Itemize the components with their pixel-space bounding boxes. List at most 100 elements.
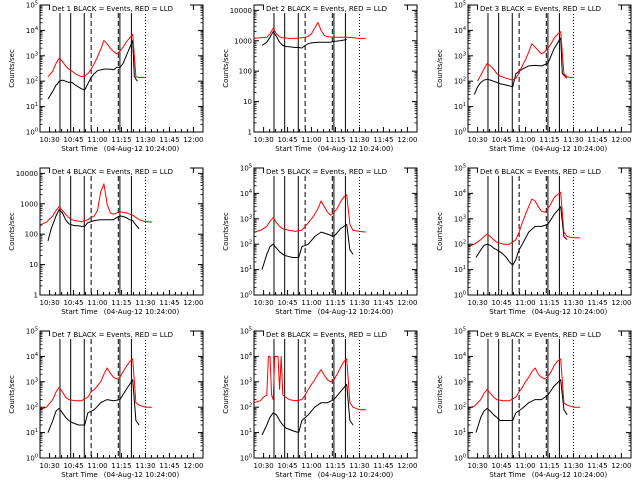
x-tick-label: 11:45 xyxy=(159,462,179,470)
y-tick-label: 1 xyxy=(248,129,252,137)
x-tick-label: 10:30 xyxy=(253,136,273,144)
panel-title: Det 5 BLACK = Events, RED = LLD xyxy=(266,168,387,176)
y-tick-label: 1000 xyxy=(20,200,38,208)
y-axis-label: Counts/sec xyxy=(222,375,230,414)
y-tick-label: 104 xyxy=(26,352,38,361)
y-tick-label: 100 xyxy=(26,128,38,137)
events-series-line xyxy=(47,40,138,100)
lld-series-line xyxy=(253,355,366,411)
x-tick-label: 11:00 xyxy=(87,136,107,144)
y-tick-label: 100 xyxy=(454,454,466,463)
y-tick-label: 100 xyxy=(239,68,252,76)
y-tick-label: 105 xyxy=(240,327,252,336)
x-tick-label: 10:30 xyxy=(467,299,487,307)
y-tick-label: 100 xyxy=(25,231,38,239)
events-series-line xyxy=(475,206,568,266)
y-tick-label: 103 xyxy=(240,214,252,223)
y-tick-label: 102 xyxy=(454,403,466,412)
y-tick-label: 102 xyxy=(454,240,466,249)
plot-frame xyxy=(39,4,204,133)
x-axis-label: Start Time xyxy=(275,145,311,153)
y-tick-label: 104 xyxy=(454,189,466,198)
panel-title: Det 3 BLACK = Events, RED = LLD xyxy=(480,5,601,13)
lld-series-line xyxy=(39,358,152,411)
lld-series-line xyxy=(47,33,146,78)
detector-panel-5: 10:30 10:45 11:00 11:15 11:30 11:45 12:00 100 10… xyxy=(222,164,418,317)
events-series-line xyxy=(261,383,354,436)
y-axis-label: Counts/sec xyxy=(222,49,230,88)
y-tick-label: 102 xyxy=(454,77,466,86)
x-tick-label: 11:15 xyxy=(111,462,131,470)
panel-title: Det 7 BLACK = Events, RED = LLD xyxy=(52,331,173,339)
lld-series-line xyxy=(253,22,366,39)
plot-frame xyxy=(39,167,204,296)
x-tick-label: 11:15 xyxy=(325,462,345,470)
y-tick-label: 105 xyxy=(454,327,466,336)
x-tick-label: 11:45 xyxy=(159,136,179,144)
x-axis-label: Start Time xyxy=(61,145,97,153)
x-axis-label: Start Time xyxy=(61,308,97,316)
panel-title: Det 4 BLACK = Events, RED = LLD xyxy=(52,168,173,176)
x-tick-label: 11:30 xyxy=(563,462,583,470)
y-tick-label: 100 xyxy=(26,454,38,463)
y-tick-label: 100 xyxy=(240,291,252,300)
plot-frame xyxy=(467,167,632,296)
events-series-line xyxy=(261,31,347,49)
events-series-line xyxy=(47,209,140,242)
x-tick-label: 11:15 xyxy=(111,299,131,307)
title-backdrop xyxy=(50,167,190,176)
y-tick-label: 104 xyxy=(26,26,38,35)
x-axis-start-time: (04-Aug-12 10:24:00) xyxy=(318,471,394,479)
x-axis-start-time: (04-Aug-12 10:24:00) xyxy=(532,471,608,479)
y-tick-label: 102 xyxy=(26,77,38,86)
detector-panel-2: 10:30 10:45 11:00 11:15 11:30 11:45 12:00 1 10 10… xyxy=(222,4,418,153)
y-tick-label: 104 xyxy=(240,189,252,198)
y-tick-label: 105 xyxy=(26,327,38,336)
y-tick-label: 103 xyxy=(454,51,466,60)
y-tick-label: 105 xyxy=(240,164,252,173)
y-tick-label: 102 xyxy=(26,403,38,412)
detector-panel-4: 10:30 10:45 11:00 11:15 11:30 11:45 12:00 1 10 10… xyxy=(8,167,204,316)
x-tick-label: 11:30 xyxy=(349,462,369,470)
x-axis-label: Start Time xyxy=(61,471,97,479)
y-tick-label: 103 xyxy=(26,377,38,386)
x-tick-label: 11:30 xyxy=(349,136,369,144)
x-tick-label: 12:00 xyxy=(611,462,631,470)
y-tick-label: 104 xyxy=(240,352,252,361)
y-axis-label: Counts/sec xyxy=(8,49,16,88)
x-tick-label: 12:00 xyxy=(397,462,417,470)
x-tick-label: 11:00 xyxy=(301,136,321,144)
x-tick-label: 11:00 xyxy=(301,299,321,307)
y-tick-label: 102 xyxy=(240,403,252,412)
x-tick-label: 11:00 xyxy=(515,462,535,470)
y-tick-label: 101 xyxy=(454,428,466,437)
panel-title: Det 1 BLACK = Events, RED = LLD xyxy=(52,5,173,13)
x-tick-label: 11:15 xyxy=(539,299,559,307)
x-tick-label: 11:30 xyxy=(135,462,155,470)
x-tick-label: 11:00 xyxy=(515,136,535,144)
x-axis-start-time: (04-Aug-12 10:24:00) xyxy=(104,471,180,479)
x-tick-label: 11:15 xyxy=(539,136,559,144)
x-tick-label: 12:00 xyxy=(183,462,203,470)
y-tick-label: 100 xyxy=(240,454,252,463)
x-tick-label: 11:45 xyxy=(587,299,607,307)
x-axis-start-time: (04-Aug-12 10:24:00) xyxy=(532,145,608,153)
detector-panel-7: 10:30 10:45 11:00 11:15 11:30 11:45 12:00 100 10… xyxy=(8,327,204,480)
x-axis-start-time: (04-Aug-12 10:24:00) xyxy=(104,308,180,316)
y-tick-label: 103 xyxy=(454,377,466,386)
x-tick-label: 11:45 xyxy=(587,462,607,470)
lld-series-line xyxy=(39,183,152,226)
detector-panel-8: 10:30 10:45 11:00 11:15 11:30 11:45 12:00 100 10… xyxy=(222,327,418,480)
x-axis-label: Start Time xyxy=(275,308,311,316)
title-backdrop xyxy=(50,330,190,339)
x-tick-label: 12:00 xyxy=(611,299,631,307)
y-tick-label: 104 xyxy=(454,26,466,35)
lld-series-line xyxy=(253,194,366,233)
x-tick-label: 11:00 xyxy=(515,299,535,307)
x-axis-label: Start Time xyxy=(489,308,525,316)
y-tick-label: 105 xyxy=(26,1,38,10)
x-tick-label: 11:45 xyxy=(373,299,393,307)
x-tick-label: 11:30 xyxy=(349,299,369,307)
x-tick-label: 10:45 xyxy=(491,136,511,144)
